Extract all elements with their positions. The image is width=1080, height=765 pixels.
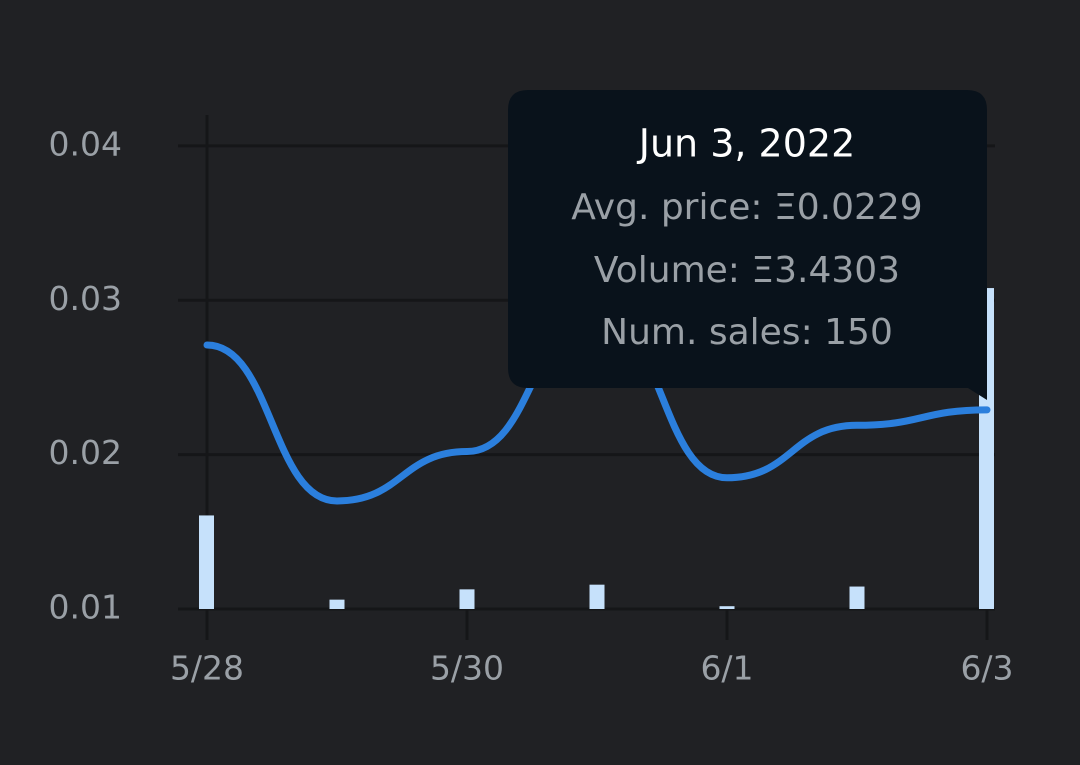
x-tick-label: 6/3 bbox=[960, 649, 1013, 688]
tooltip-line: Avg. price: Ξ0.0229 bbox=[571, 187, 922, 228]
tooltip-line: Num. sales: 150 bbox=[601, 312, 893, 353]
x-tick-label: 5/28 bbox=[170, 649, 244, 688]
tooltip-box bbox=[508, 90, 987, 400]
x-tick-label: 6/1 bbox=[700, 649, 753, 688]
y-tick-label: 0.04 bbox=[49, 124, 122, 163]
plot-area: 0.01 0.02 0.03 0.04 5/28 5/30 6/1 6/3 bbox=[49, 115, 1014, 688]
y-tick-label: 0.03 bbox=[49, 279, 122, 318]
bar bbox=[849, 586, 865, 609]
x-tick-label: 5/30 bbox=[430, 649, 504, 688]
tooltip-title: Jun 3, 2022 bbox=[637, 122, 856, 166]
bar bbox=[589, 584, 605, 609]
bar bbox=[719, 606, 735, 609]
tooltip: Jun 3, 2022 Avg. price: Ξ0.0229 Volume: … bbox=[508, 90, 987, 400]
bar bbox=[329, 599, 345, 609]
bar bbox=[199, 515, 214, 609]
y-tick-label: 0.02 bbox=[49, 433, 122, 472]
tooltip-line: Volume: Ξ3.4303 bbox=[594, 250, 900, 291]
y-tick-label: 0.01 bbox=[49, 588, 122, 627]
bar bbox=[459, 589, 475, 609]
